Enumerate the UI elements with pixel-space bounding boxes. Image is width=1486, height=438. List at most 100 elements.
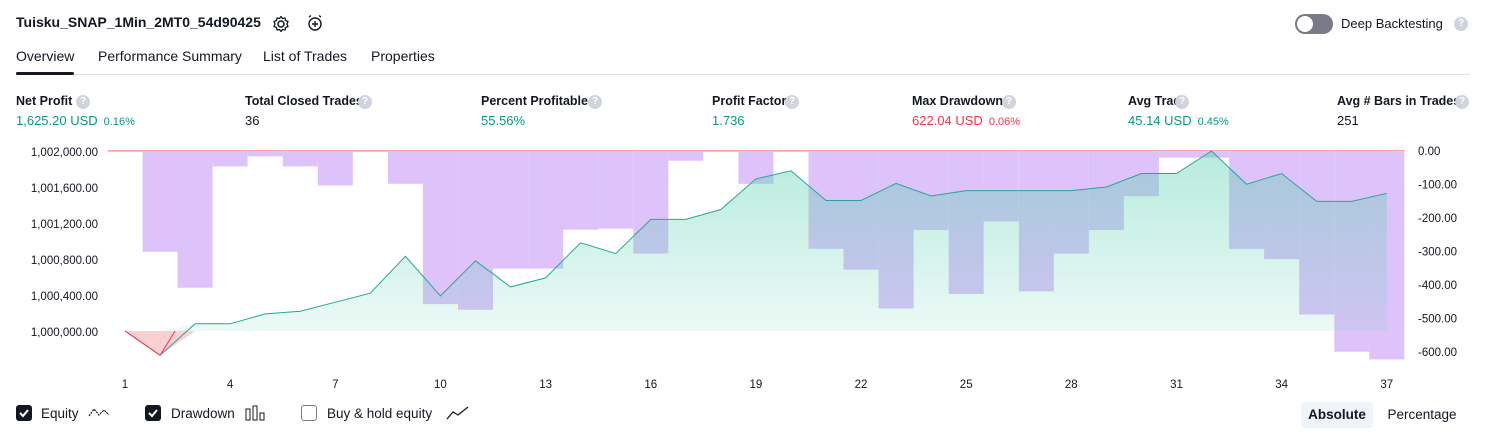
stat-value-row: 55.56% — [481, 113, 525, 128]
stat-value: 36 — [245, 113, 260, 128]
drawdown-bar — [282, 151, 318, 167]
tab-properties[interactable]: Properties — [371, 48, 435, 64]
stat-value-row: 1,625.20 USD 0.16% — [16, 113, 135, 128]
x-tick-label: 10 — [434, 379, 447, 391]
info-icon[interactable]: ? — [588, 95, 602, 109]
absolute-button[interactable]: Absolute — [1301, 402, 1373, 428]
drawdown-bar — [668, 151, 704, 161]
drawdown-bar — [493, 151, 528, 269]
drawdown-bar — [528, 151, 564, 269]
equity-loss-line — [124, 330, 176, 357]
equity-area — [125, 151, 1387, 331]
bar-chart-icon — [245, 405, 265, 421]
legend-buy-hold[interactable]: Buy & hold equity — [301, 404, 476, 424]
x-tick-label: 25 — [960, 379, 973, 391]
y-right-tick-label: -400.00 — [1418, 280, 1457, 292]
buy-hold-label: Buy & hold equity — [327, 406, 433, 421]
stat-percent: 0.45% — [1197, 116, 1229, 128]
stat-label: Profit Factor — [712, 94, 787, 108]
strategy-title: Tuisku_SNAP_1Min_2MT0_54d90425 — [16, 14, 261, 30]
x-tick-label: 31 — [1170, 379, 1183, 391]
drawdown-bar — [142, 151, 178, 252]
gear-icon[interactable] — [272, 15, 290, 33]
wave-icon — [88, 408, 110, 417]
stat-label: Net Profit — [16, 94, 73, 108]
stat-percent: 0.06% — [988, 116, 1021, 128]
y-right-tick-label: 0.00 — [1418, 146, 1440, 158]
deep-backtesting-label: Deep Backtesting — [1341, 16, 1443, 31]
drawdown-bar — [563, 151, 599, 230]
y-right-tick-label: -100.00 — [1418, 180, 1457, 192]
stat-value: 1.736 — [712, 113, 745, 128]
equity-drawdown-chart[interactable]: 1,002,000.00 1,001,600.00 1,001,200.00 1,00… — [0, 0, 1486, 400]
stat-value: 622.04 USD — [912, 113, 983, 128]
tab-overview[interactable]: Overview — [16, 48, 75, 64]
trend-line-icon — [446, 406, 469, 420]
x-tick-label: 4 — [227, 379, 234, 391]
stat-value: 1,625.20 USD — [16, 113, 98, 128]
drawdown-bar — [598, 151, 634, 229]
drawdown-bar — [387, 151, 423, 184]
drawdown-bar — [773, 151, 809, 152]
stat-label: Avg # Bars in Trades — [1337, 94, 1461, 108]
x-tick-label: 22 — [855, 379, 868, 391]
x-tick-label: 7 — [332, 379, 338, 391]
tab-performance-summary[interactable]: Performance Summary — [98, 48, 242, 64]
stat-value-row: 45.14 USD 0.45% — [1128, 113, 1229, 128]
y-left-tick-label: 1,002,000.00 — [31, 147, 98, 159]
info-icon[interactable]: ? — [1455, 95, 1469, 109]
x-tick-label: 28 — [1065, 379, 1078, 391]
buy-hold-checkbox[interactable] — [301, 405, 317, 421]
stat-value-row: 251 — [1337, 113, 1359, 128]
stat-value: 45.14 USD — [1128, 113, 1192, 128]
y-left-tick-label: 1,001,600.00 — [31, 183, 98, 195]
y-left-tick-label: 1,000,800.00 — [31, 255, 98, 267]
drawdown-checkbox[interactable] — [145, 405, 161, 421]
info-icon[interactable]: ? — [1175, 95, 1189, 109]
stat-value: 251 — [1337, 113, 1359, 128]
stat-value-row: 36 — [245, 113, 259, 128]
x-tick-label: 37 — [1380, 379, 1393, 391]
y-left-tick-label: 1,001,200.00 — [31, 219, 98, 231]
y-left-tick-label: 1,000,000.00 — [31, 327, 98, 339]
drawdown-bar — [422, 151, 458, 305]
y-right-tick-label: -300.00 — [1418, 247, 1457, 259]
drawdown-bar — [1159, 151, 1194, 158]
x-tick-label: 13 — [539, 379, 552, 391]
stat-label: Total Closed Trades — [245, 94, 363, 108]
drawdown-bar — [703, 151, 739, 152]
x-tick-label: 16 — [644, 379, 657, 391]
drawdown-bar — [352, 151, 388, 152]
info-icon[interactable]: ? — [785, 95, 799, 109]
info-icon[interactable]: ? — [358, 95, 372, 109]
stat-label: Avg Trade — [1128, 94, 1188, 108]
alarm-clock-plus-icon[interactable] — [306, 14, 324, 32]
drawdown-label: Drawdown — [171, 406, 235, 421]
drawdown-bar — [317, 151, 353, 186]
y-right-tick-label: -500.00 — [1418, 314, 1457, 326]
equity-loss-area — [125, 331, 1387, 356]
drawdown-bar — [107, 151, 143, 152]
x-tick-label: 34 — [1275, 379, 1288, 391]
stat-value: 55.56% — [481, 113, 526, 128]
drawdown-bar — [247, 151, 283, 157]
equity-label: Equity — [41, 406, 79, 421]
info-icon[interactable]: ? — [76, 95, 90, 109]
stat-percent: 0.16% — [103, 116, 135, 128]
deep-backtesting-toggle[interactable] — [1295, 14, 1333, 34]
info-icon[interactable]: ? — [1002, 95, 1016, 109]
stat-label: Percent Profitable — [481, 94, 588, 108]
stat-label: Max Drawdown — [912, 94, 1003, 108]
legend-drawdown[interactable]: Drawdown — [145, 404, 275, 424]
tabs-divider — [16, 74, 1470, 75]
percentage-button[interactable]: Percentage — [1387, 407, 1457, 422]
equity-line — [124, 150, 1387, 356]
y-right-tick-label: -200.00 — [1418, 213, 1457, 225]
y-right-tick-label: -600.00 — [1418, 347, 1457, 359]
legend-equity[interactable]: Equity — [16, 404, 116, 424]
help-icon[interactable]: ? — [1454, 17, 1468, 31]
tab-list-of-trades[interactable]: List of Trades — [263, 48, 348, 64]
equity-checkbox[interactable] — [16, 405, 32, 421]
x-tick-label: 19 — [750, 379, 763, 391]
drawdown-bar — [212, 151, 248, 167]
